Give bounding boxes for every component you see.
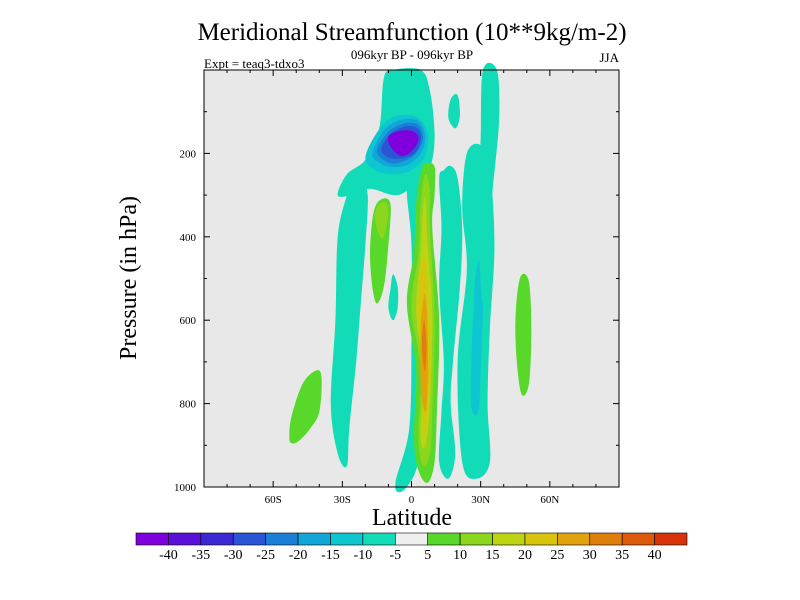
colorbar-swatch — [557, 532, 591, 546]
y-axis-label: Pressure (in hPa) — [116, 196, 142, 360]
y-tick-label: 1000 — [174, 482, 197, 494]
y-tick-label: 600 — [180, 315, 197, 327]
y-tick-label: 200 — [180, 148, 197, 160]
x-tick-label: 60S — [265, 494, 282, 506]
colorbar-label: -35 — [191, 548, 210, 563]
contour-nh-green-right — [515, 273, 532, 396]
contour-top-cyan-column-c — [485, 80, 500, 118]
colorbar-label: -30 — [224, 548, 243, 563]
colorbar-swatch — [589, 532, 623, 546]
y-axis-ticks: 200 400 600 800 1000 — [174, 111, 619, 494]
colorbar-swatch — [135, 532, 169, 546]
colorbar-swatch — [459, 532, 493, 546]
x-tick-label: 60N — [540, 494, 559, 506]
colorbar-label: 40 — [648, 548, 662, 563]
contour-small-cyan-blob — [388, 274, 399, 321]
colorbar-swatch — [168, 532, 202, 546]
contour-sh-blue-core — [470, 259, 483, 416]
colorbar-label: 10 — [453, 548, 467, 563]
colorbar-label: 5 — [424, 548, 431, 563]
y-tick-label: 400 — [180, 232, 197, 244]
contour-sh-cyan-column-1 — [438, 165, 463, 479]
plot-area: 60S 30S 0 30N 60N 200 400 600 800 1000 — [174, 62, 620, 506]
colorbar-label: -20 — [289, 548, 308, 563]
colorbar-swatch — [654, 532, 688, 546]
colorbar-label: 35 — [615, 548, 629, 563]
colorbar-swatch — [492, 532, 526, 546]
season-label: JJA — [599, 50, 619, 65]
colorbar-swatch — [297, 532, 331, 546]
x-tick-label: 30S — [334, 494, 351, 506]
contour-fills — [289, 62, 532, 493]
contour-mid-left-yellow-10 — [374, 201, 389, 239]
colorbar-swatch — [524, 532, 558, 546]
colorbar-label: -40 — [159, 548, 178, 563]
colorbar-label: 15 — [486, 548, 500, 563]
colorbar-label: 20 — [518, 548, 532, 563]
colorbar-label: -25 — [256, 548, 275, 563]
x-tick-label: 0 — [409, 494, 415, 506]
colorbar-swatch — [394, 532, 429, 546]
colorbar-swatch — [200, 532, 234, 546]
colorbar-swatch — [330, 532, 364, 546]
colorbar-label: 30 — [583, 548, 597, 563]
x-axis-ticks: 60S 30S 0 30N 60N — [226, 70, 597, 506]
colorbar-label: -10 — [354, 548, 373, 563]
experiment-label: Expt = teaq3-tdxo3 — [204, 56, 304, 71]
colorbar-swatch — [362, 532, 396, 546]
contour-top-cyan-column-b — [478, 62, 500, 305]
x-tick-label: 30N — [471, 494, 490, 506]
contour-equatorial-positive-30 — [421, 320, 427, 371]
colorbar-label: -5 — [389, 548, 401, 563]
colorbar-label: 25 — [550, 548, 564, 563]
colorbar: -40 -35 -30 -25 -20 -15 -10 -5 5 10 15 20 25 30 35 40 — [135, 532, 688, 563]
colorbar-swatch — [427, 532, 461, 546]
chart-subtitle: 096kyr BP - 096kyr BP — [351, 47, 473, 62]
contour-top-cyan-column-a — [448, 93, 460, 129]
colorbar-label: -15 — [321, 548, 340, 563]
colorbar-swatch — [265, 532, 299, 546]
colorbar-swatch — [232, 532, 266, 546]
contour-nh-green-left — [289, 370, 322, 444]
colorbar-swatch — [621, 532, 655, 546]
y-tick-label: 800 — [180, 399, 197, 411]
contour-nh-polar-cell-left — [330, 181, 368, 468]
chart-title: Meridional Streamfunction (10**9kg/m-2) — [197, 19, 626, 46]
contour-upper-cell-40 — [387, 130, 419, 156]
x-axis-label: Latitude — [372, 505, 452, 531]
